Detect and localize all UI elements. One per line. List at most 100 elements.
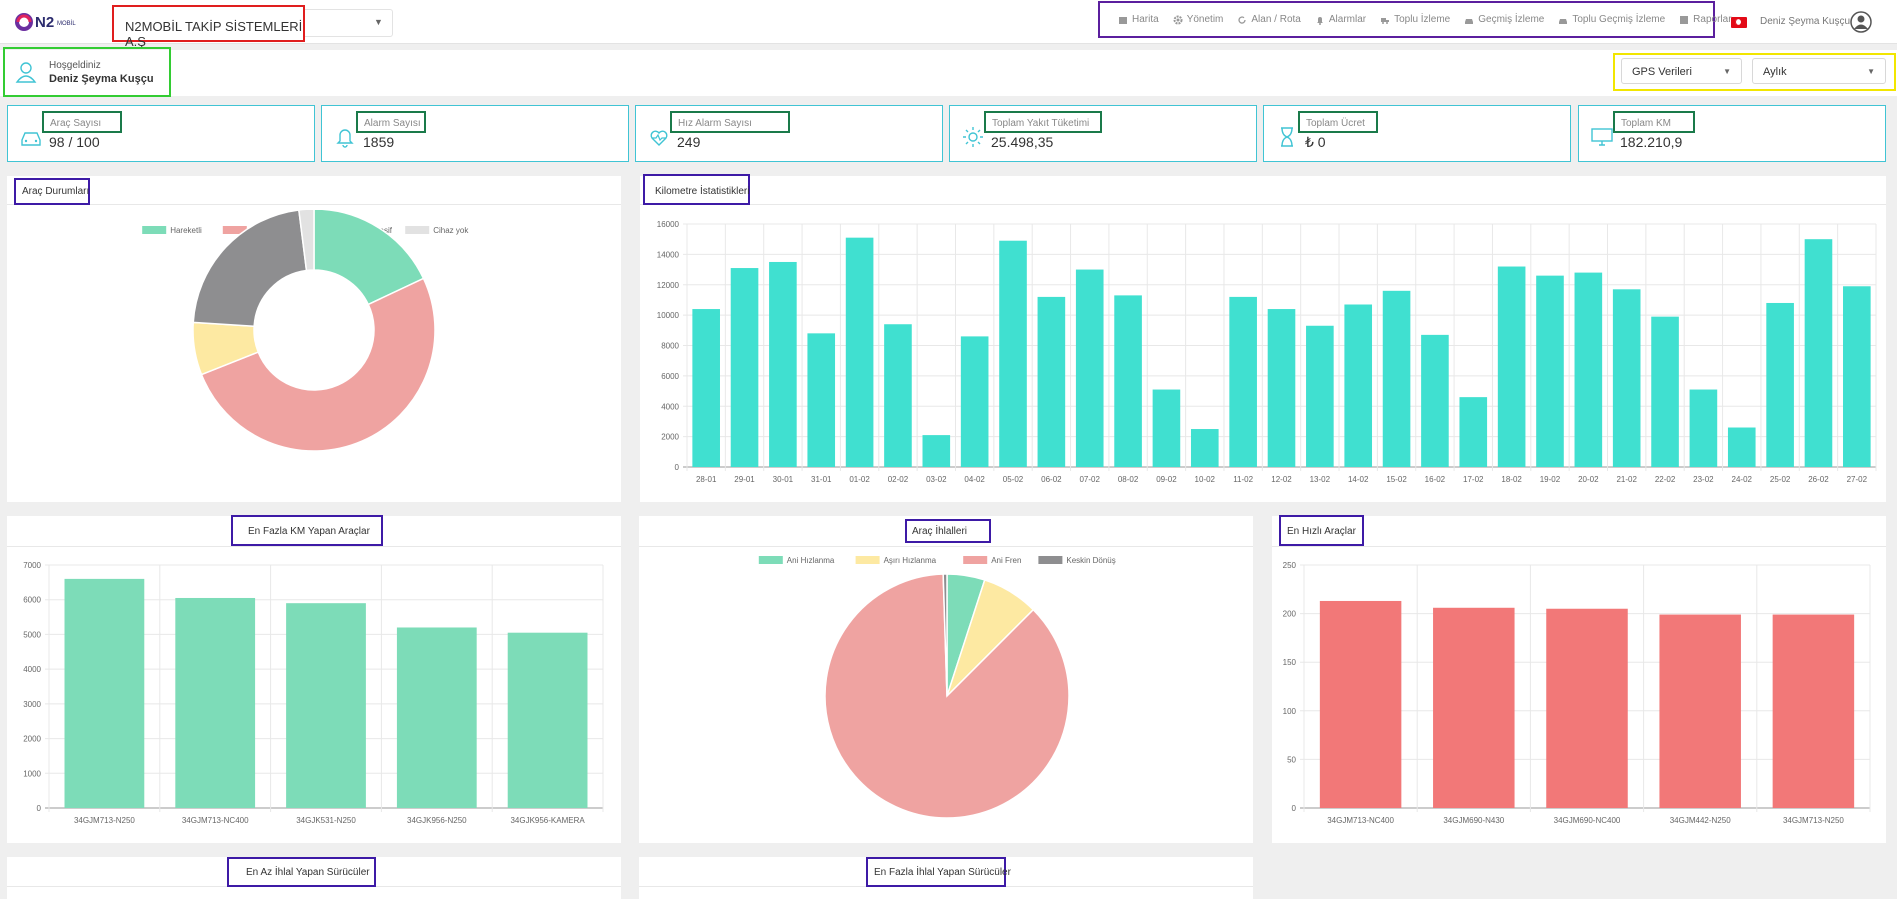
bar[interactable] [999,240,1027,467]
x-tick-label: 34GJK956-N250 [407,816,467,825]
bar[interactable] [960,336,989,467]
bar[interactable] [1459,397,1488,467]
bar[interactable] [1382,290,1411,467]
x-tick-label: 34GJM713-NC400 [182,816,249,825]
bar[interactable] [692,309,720,467]
x-tick-label: 34GJM442-N250 [1670,816,1731,825]
bar[interactable] [1075,269,1104,467]
x-tick-label: 12-02 [1271,475,1292,484]
nav-yönetim[interactable]: Yönetim [1173,14,1223,25]
stat-label-box [42,111,122,133]
company-name[interactable]: N2MOBİL TAKİP SİSTEMLERİ A.Ş [112,5,305,49]
nav-toplu-i-zleme[interactable]: Toplu İzleme [1380,14,1450,25]
chevron-down-icon[interactable]: ▼ [374,17,383,27]
nav-alan-rota[interactable]: Alan / Rota [1237,14,1301,25]
nav-toplu-geçmiş-i-zleme[interactable]: Toplu Geçmiş İzleme [1558,14,1665,25]
gear-icon [1173,15,1183,24]
bar[interactable] [1037,296,1066,467]
pie-slice-pasif[interactable] [192,210,308,328]
x-tick-label: 17-02 [1463,475,1484,484]
nav-label: Alan / Rota [1251,14,1301,25]
report-icon [1680,15,1689,24]
bar[interactable] [1612,289,1641,467]
company-select[interactable] [303,9,393,37]
legend-swatch [758,556,783,564]
bar[interactable] [1843,286,1871,467]
bar[interactable] [1574,272,1603,467]
legend-label: Cihaz yok [433,226,469,235]
bar[interactable] [64,578,145,808]
x-tick-label: 26-02 [1808,475,1829,484]
heartbeat-icon [650,130,668,146]
bar[interactable] [1152,389,1181,467]
x-tick-label: 27-02 [1847,475,1868,484]
bar[interactable] [286,603,366,808]
bar[interactable] [1651,316,1679,467]
bar[interactable] [769,261,797,467]
stat-label: Araç Sayısı [50,118,102,129]
bar[interactable] [1421,334,1449,467]
nav-geçmiş-i-zleme[interactable]: Geçmiş İzleme [1464,14,1544,25]
nav-harita[interactable]: Harita [1118,14,1159,25]
bar[interactable] [1319,600,1402,808]
bar[interactable] [1433,607,1515,808]
user-avatar-icon[interactable] [1850,11,1872,36]
bar[interactable] [1497,266,1526,467]
bar[interactable] [1772,614,1855,808]
user-name[interactable]: Deniz Şeyma Kuşçu [1760,16,1851,27]
bar[interactable] [1344,304,1373,467]
x-tick-label: 06-02 [1041,475,1062,484]
bar[interactable] [922,435,951,467]
bar[interactable] [1229,296,1257,467]
nav-label: Toplu Geçmiş İzleme [1572,14,1666,25]
bar[interactable] [730,268,759,467]
pie-slice-keskin-dönüş[interactable] [942,573,948,697]
stat-value: 182.210,9 [1620,134,1683,150]
bar[interactable] [1546,608,1628,808]
bar[interactable] [1727,427,1756,467]
bar[interactable] [807,333,836,467]
x-tick-label: 34GJM713-N250 [1783,816,1844,825]
legend-label: Keskin Dönüş [1066,556,1115,565]
stat-card-4: Toplam Ücret ₺ 0 [1263,105,1571,162]
x-tick-label: 22-02 [1655,475,1676,484]
nav-alarmlar[interactable]: Alarmlar [1315,14,1366,25]
chevron-down-icon: ▼ [1723,67,1731,76]
monitor-icon [1591,128,1613,146]
bar[interactable] [175,597,256,808]
bar[interactable] [507,632,588,808]
turkey-flag-icon[interactable] [1731,17,1747,28]
stat-label-box [984,111,1102,133]
bar[interactable] [396,627,477,808]
nav-raporlar[interactable]: Raporlar [1679,14,1732,25]
x-tick-label: 08-02 [1118,475,1139,484]
bar[interactable] [1267,309,1296,467]
bar[interactable] [1766,302,1794,467]
y-tick-label: 4000 [23,665,41,674]
bar[interactable] [884,324,912,467]
data-source-select[interactable]: GPS Verileri ▼ [1621,58,1742,84]
bar[interactable] [1659,614,1741,808]
bar[interactable] [1804,239,1833,467]
vehicle-status-chart: HareketliParkRölantiPasifCihaz yok [142,210,469,452]
logo-text: N2 [35,14,54,31]
app-logo[interactable]: N2 MOBİL [14,11,94,33]
stat-value: 25.498,35 [991,134,1054,150]
pie-slice-cihaz-yok[interactable] [298,210,315,272]
y-tick-label: 3000 [23,700,41,709]
pie-slice-park[interactable] [200,277,436,452]
bar[interactable] [1689,389,1718,467]
y-tick-label: 14000 [657,250,680,259]
data-source-value: GPS Verileri [1632,66,1692,78]
x-tick-label: 20-02 [1578,475,1599,484]
stat-label-box [670,111,790,133]
bar[interactable] [1114,295,1142,467]
x-tick-label: 14-02 [1348,475,1369,484]
bar[interactable] [845,237,874,467]
bar[interactable] [1306,325,1334,467]
car-icon [1465,18,1474,24]
bar[interactable] [1190,429,1219,467]
x-tick-label: 01-02 [849,475,870,484]
bar[interactable] [1536,275,1564,467]
period-select[interactable]: Aylık ▼ [1752,58,1886,84]
